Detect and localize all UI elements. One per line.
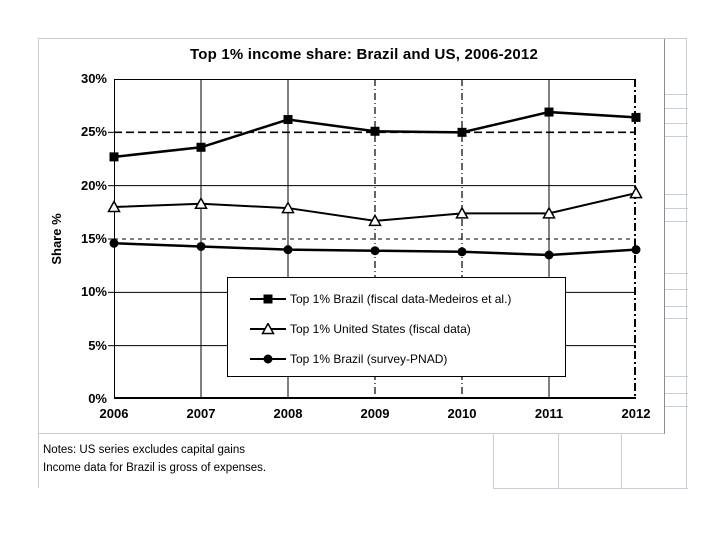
filled-square-series-marker-icon <box>250 294 286 304</box>
y-tick-label: 20% <box>80 177 107 193</box>
y-tick-label: 10% <box>80 284 107 300</box>
worksheet-gridline <box>493 434 494 489</box>
worksheet-gridline <box>665 273 688 274</box>
x-tick-label: 2012 <box>621 406 651 421</box>
legend-item: Top 1% Brazil (fiscal data-Medeiros et a… <box>250 284 565 314</box>
chart-notes: Notes: US series excludes capital gains … <box>39 433 499 489</box>
notes-line-2: Income data for Brazil is gross of expen… <box>43 462 267 474</box>
y-tick-label: 15% <box>80 231 107 246</box>
chart: Top 1% income share: Brazil and US, 2006… <box>39 39 665 434</box>
open-triangle-marker-icon <box>107 199 121 213</box>
open-triangle-series-marker-icon <box>250 323 286 335</box>
x-tick-label: 2006 <box>99 406 129 421</box>
worksheet-gridline <box>665 376 688 377</box>
filled-square-marker-icon <box>457 127 467 137</box>
open-triangle-marker-icon <box>194 196 208 210</box>
open-triangle-marker-icon <box>455 206 469 219</box>
worksheet-gridline <box>665 393 688 394</box>
worksheet-gridline <box>665 289 688 290</box>
y-tick-label: 0% <box>88 391 107 406</box>
legend: Top 1% Brazil (fiscal data-Medeiros et a… <box>227 277 566 377</box>
legend-item: Top 1% United States (fiscal data) <box>250 314 565 344</box>
filled-circle-marker-icon <box>370 246 380 256</box>
notes-line-1: Notes: US series excludes capital gains <box>43 444 245 456</box>
filled-circle-marker-icon <box>196 241 206 251</box>
filled-square-marker-icon <box>631 112 641 122</box>
filled-square-marker-icon <box>196 142 206 152</box>
filled-circle-marker-icon <box>631 245 641 255</box>
filled-circle-marker-icon <box>544 250 554 260</box>
filled-square-marker-icon <box>109 152 119 162</box>
worksheet-gridline <box>665 123 688 124</box>
x-tick-label: 2008 <box>273 406 303 421</box>
y-tick-label: 25% <box>80 124 107 140</box>
worksheet-gridline <box>558 434 559 489</box>
worksheet-gridline <box>621 434 622 489</box>
open-triangle-marker-icon <box>629 186 643 199</box>
worksheet-gridline <box>665 136 688 137</box>
legend-label: Top 1% Brazil (survey-PNAD) <box>290 352 448 366</box>
filled-circle-marker-icon <box>283 245 293 255</box>
legend-label: Top 1% Brazil (fiscal data-Medeiros et a… <box>290 292 512 306</box>
legend-label: Top 1% United States (fiscal data) <box>290 322 471 336</box>
y-tick-label: 30% <box>80 71 107 86</box>
plot-area <box>107 79 643 399</box>
worksheet-gridline <box>665 306 688 307</box>
worksheet-gridline <box>665 194 688 195</box>
legend-item: Top 1% Brazil (survey-PNAD) <box>250 344 565 374</box>
embedded-worksheet-frame: Top 1% income share: Brazil and US, 2006… <box>38 38 688 489</box>
x-tick-label: 2010 <box>447 406 477 421</box>
y-tick-label: 5% <box>88 337 107 353</box>
worksheet-gridline <box>665 94 688 95</box>
worksheet-gridline <box>665 108 688 109</box>
filled-square-marker-icon <box>544 107 554 117</box>
chart-title: Top 1% income share: Brazil and US, 2006… <box>189 46 539 63</box>
filled-square-marker-icon <box>283 115 293 125</box>
open-triangle-marker-icon <box>281 201 295 214</box>
x-tick-label: 2009 <box>360 406 390 421</box>
open-triangle-marker-icon <box>542 206 556 219</box>
worksheet-gridline <box>493 488 688 489</box>
worksheet-gridline <box>665 318 688 319</box>
worksheet-gridline <box>665 406 688 407</box>
worksheet-gridline <box>665 221 688 222</box>
filled-circle-marker-icon <box>457 247 467 257</box>
x-tick-label: 2007 <box>186 406 216 421</box>
filled-circle-series-marker-icon <box>250 354 286 364</box>
filled-square-marker-icon <box>370 126 380 136</box>
filled-circle-marker-icon <box>109 238 119 248</box>
open-triangle-marker-icon <box>368 213 382 227</box>
x-tick-label: 2011 <box>534 406 564 421</box>
worksheet-gridline <box>665 208 688 209</box>
